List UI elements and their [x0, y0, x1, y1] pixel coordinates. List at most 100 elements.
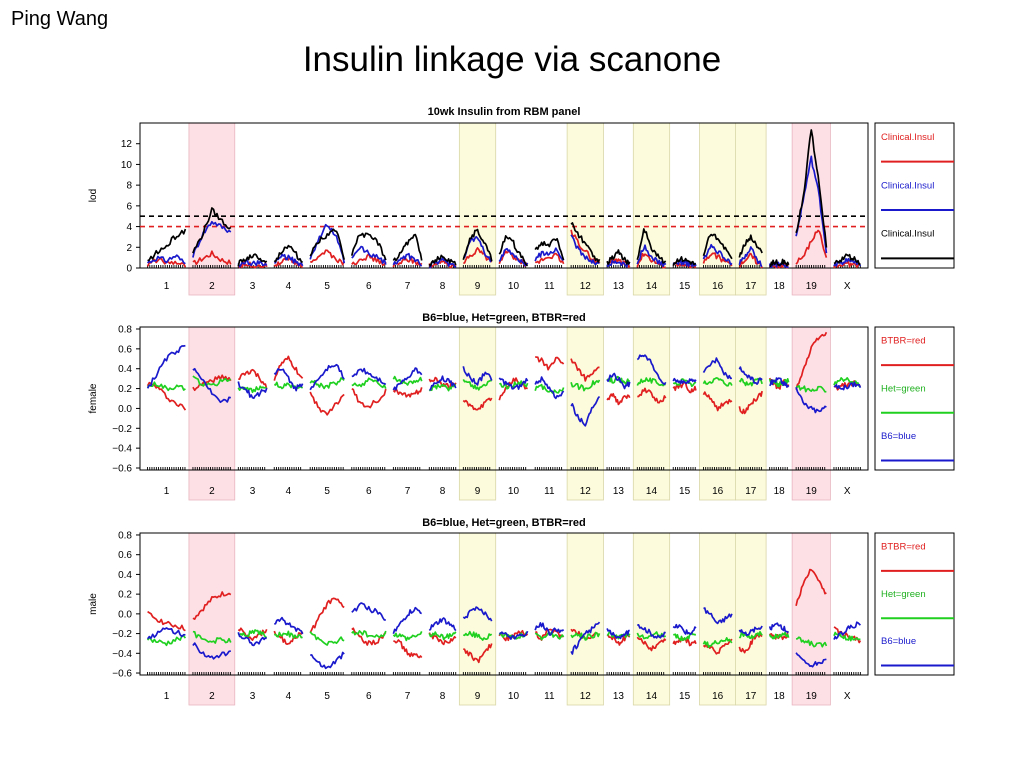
legend-label: B6=blue [881, 431, 916, 442]
series-line-chr-19 [795, 155, 828, 254]
series-line-chr-19 [795, 636, 828, 648]
series-line-chr-7 [392, 631, 423, 642]
series-line-chr-18 [768, 622, 789, 634]
series-line-chr-6 [351, 367, 387, 386]
series-line-chr-8 [428, 259, 457, 269]
series-line-chr-1 [146, 254, 186, 265]
series-line-chr-19 [795, 568, 827, 606]
series-line-chr-17 [738, 234, 763, 258]
series-line-chr-7 [392, 375, 423, 386]
y-tick-label: −0.4 [112, 444, 132, 455]
legend-label: Clinical.Insul [881, 132, 934, 143]
chromosome-label: 17 [745, 691, 757, 702]
series-line-chr-5 [309, 391, 345, 416]
series-line-chr-17 [738, 246, 763, 267]
chromosome-label: 7 [405, 691, 411, 702]
chromosome-label: 2 [209, 486, 215, 497]
chromosome-label: X [844, 486, 851, 497]
chromosome-label: 12 [580, 486, 592, 497]
chromosome-label: 5 [324, 691, 330, 702]
chromosome-label: 15 [679, 281, 691, 292]
author-name: Ping Wang [11, 8, 109, 30]
legend-box [874, 532, 955, 676]
y-tick-label: 10 [121, 160, 133, 171]
series-line-chr-11 [534, 247, 565, 262]
legend-label: BTBR=red [881, 336, 926, 347]
chromosome-label: 3 [250, 486, 256, 497]
panel-title: B6=blue, Het=green, BTBR=red [422, 517, 586, 529]
y-tick-label: 0.0 [118, 404, 132, 415]
slide-title: Insulin linkage via scanone [302, 40, 722, 79]
series-line-chr-6 [351, 253, 387, 267]
series-line-chr-8 [428, 254, 457, 267]
chromosome-label: 16 [712, 691, 724, 702]
series-line-chr-X [833, 380, 861, 391]
series-line-chr-1 [146, 634, 187, 647]
chromosome-label: 9 [475, 281, 481, 292]
y-tick-label: 0.4 [118, 364, 132, 375]
y-tick-label: 0.2 [118, 590, 132, 601]
legend-label: Clinical.Insul [881, 180, 934, 191]
series-line-chr-4 [274, 616, 304, 635]
series-line-chr-9 [463, 643, 493, 664]
chromosome-label: 4 [286, 281, 292, 292]
highlight-band-9 [458, 326, 497, 501]
y-tick-label: 0.8 [118, 324, 132, 335]
series-line-chr-6 [351, 387, 387, 409]
highlight-band-16 [699, 326, 737, 501]
series-line-chr-2 [192, 250, 232, 266]
series-line-chr-6 [351, 630, 387, 639]
y-tick-label: 4 [126, 222, 132, 233]
chromosome-label: 15 [679, 691, 691, 702]
y-tick-label: −0.2 [112, 629, 132, 640]
series-line-chr-19 [795, 387, 827, 414]
series-line-chr-9 [462, 228, 493, 262]
series-line-chr-14 [637, 387, 667, 404]
y-axis-label: female [88, 383, 99, 413]
legend-label: B6=blue [881, 636, 916, 647]
series-line-chr-6 [351, 245, 387, 265]
highlight-band-16 [699, 532, 737, 706]
y-tick-label: 12 [121, 139, 133, 150]
series-line-chr-2 [192, 220, 232, 258]
panel-title: B6=blue, Het=green, BTBR=red [422, 312, 586, 324]
highlight-band-19 [791, 122, 831, 296]
series-line-chr-14 [636, 354, 667, 386]
series-line-chr-X [833, 621, 862, 640]
series-line-chr-17 [738, 630, 763, 640]
chromosome-label: 6 [366, 281, 372, 292]
chromosome-label: 18 [774, 281, 786, 292]
chromosome-label: X [844, 691, 851, 702]
series-line-chr-16 [702, 637, 733, 649]
series-line-chr-6 [350, 232, 387, 261]
series-line-chr-14 [636, 636, 667, 652]
chromosome-label: 3 [250, 281, 256, 292]
chromosome-label: 10 [508, 281, 520, 292]
chromosome-label: 8 [440, 691, 446, 702]
series-line-chr-7 [392, 252, 423, 267]
chromosome-label: 11 [544, 486, 555, 497]
y-tick-label: −0.2 [112, 424, 132, 435]
series-line-chr-12 [570, 395, 601, 427]
chromosome-label: 4 [286, 486, 292, 497]
series-line-chr-11 [534, 628, 564, 641]
chromosome-label: 18 [774, 486, 786, 497]
highlight-band-16 [699, 122, 737, 296]
y-tick-label: 0.4 [118, 570, 132, 581]
chromosome-label: 11 [544, 281, 555, 292]
chromosome-label: 13 [613, 691, 625, 702]
y-tick-label: 2 [126, 243, 132, 254]
series-line-chr-7 [392, 387, 423, 398]
series-line-chr-11 [534, 383, 565, 395]
series-line-chr-4 [273, 368, 304, 392]
chromosome-label: 14 [646, 281, 658, 292]
series-line-chr-16 [703, 607, 733, 625]
chromosome-label: 6 [366, 691, 372, 702]
series-line-chr-10 [498, 377, 529, 390]
y-tick-label: 0.6 [118, 344, 132, 355]
y-tick-label: 0.2 [118, 384, 132, 395]
legend-label: BTBR=red [881, 542, 926, 553]
series-line-chr-13 [606, 372, 631, 390]
series-line-chr-15 [672, 256, 697, 266]
highlight-band-19 [791, 532, 831, 706]
